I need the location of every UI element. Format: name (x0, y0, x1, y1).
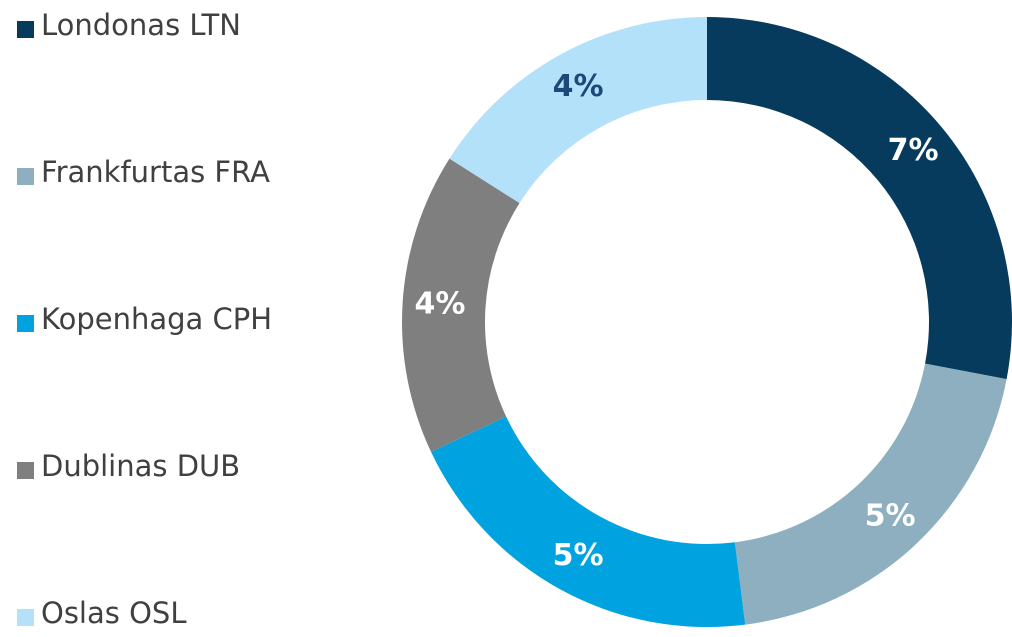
legend-text: Londonas LTN (41, 8, 241, 42)
donut-slice (449, 17, 707, 204)
slice-label: 7% (888, 133, 939, 168)
donut-slice (734, 363, 1007, 625)
legend-swatch (17, 609, 34, 626)
slice-label: 4% (553, 69, 604, 104)
donut-slice (402, 158, 520, 452)
legend-text: Frankfurtas FRA (41, 155, 270, 189)
donut-slice (431, 416, 746, 627)
legend-swatch (17, 21, 34, 38)
slice-label: 4% (415, 287, 466, 322)
donut-slice (707, 17, 1012, 380)
legend-swatch (17, 462, 34, 479)
slice-label: 5% (865, 498, 916, 533)
slice-label: 5% (553, 538, 604, 573)
legend-text: Kopenhaga CPH (41, 302, 272, 336)
legend-text: Dublinas DUB (41, 449, 240, 483)
legend-text: Oslas OSL (41, 596, 186, 630)
legend-swatch (17, 315, 34, 332)
legend-swatch (17, 168, 34, 185)
